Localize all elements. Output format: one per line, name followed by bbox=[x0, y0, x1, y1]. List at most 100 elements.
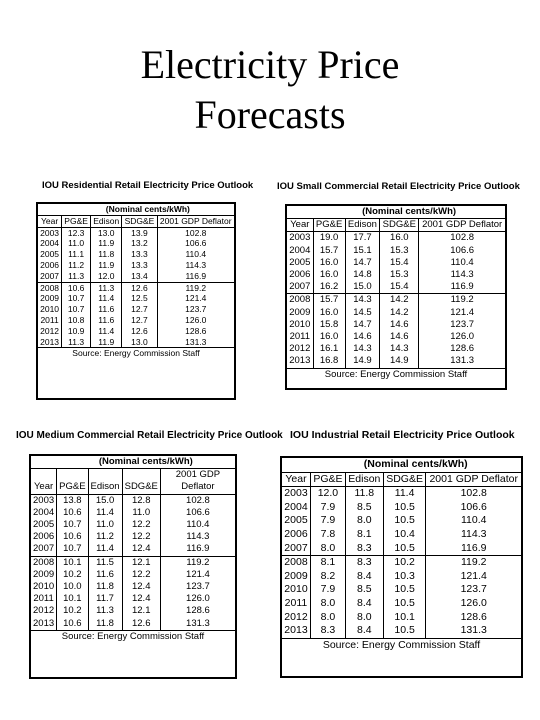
table-row: 2005 7.9 8.0 10.5 110.4 bbox=[282, 514, 521, 528]
industrial-table: (Nominal cents/kWh) Year PG&E Edison SDG&E 20… bbox=[280, 456, 523, 678]
page-title-line2: Forecasts bbox=[194, 92, 346, 137]
table-row: 2006 10.6 11.2 12.2 114.3 bbox=[31, 531, 235, 544]
value-cell: 14.2 bbox=[379, 306, 419, 319]
unit-label: (Nominal cents/kWh) bbox=[310, 458, 521, 473]
value-cell: 13.0 bbox=[121, 336, 158, 348]
value-cell: 126.0 bbox=[156, 314, 234, 326]
value-cell: 8.1 bbox=[309, 555, 346, 570]
table-row: 2009 16.0 14.5 14.2 121.4 bbox=[287, 306, 505, 319]
value-cell: 10.0 bbox=[56, 581, 89, 594]
value-cell: 15.3 bbox=[379, 244, 419, 257]
value-cell: 15.0 bbox=[344, 281, 380, 294]
value-cell: 12.5 bbox=[121, 293, 158, 305]
value-cell: 14.3 bbox=[344, 293, 380, 307]
value-cell: 10.4 bbox=[382, 527, 426, 542]
value-cell: 106.6 bbox=[418, 244, 505, 257]
table-row: 2005 16.0 14.7 15.4 110.4 bbox=[287, 256, 505, 270]
value-cell: 8.5 bbox=[344, 583, 384, 597]
table-row: 2007 16.2 15.0 15.4 116.9 bbox=[287, 281, 505, 294]
value-cell: 16.1 bbox=[312, 343, 346, 356]
column-header: PG&E bbox=[312, 218, 346, 233]
value-cell: 11.4 bbox=[382, 486, 426, 501]
value-cell: 119.2 bbox=[156, 281, 234, 294]
value-cell: 10.6 bbox=[56, 506, 89, 520]
value-cell: 10.6 bbox=[61, 281, 91, 294]
value-cell: 15.4 bbox=[379, 256, 419, 270]
table-row: 2005 10.7 11.0 12.2 110.4 bbox=[31, 519, 235, 532]
header-row: Year PG&E Edison SDG&E 2001 GDP Deflator bbox=[287, 218, 505, 233]
value-cell: 10.7 bbox=[56, 543, 89, 557]
column-header: SDG&E bbox=[121, 215, 158, 228]
column-header: Edison bbox=[90, 215, 122, 228]
value-cell: 12.0 bbox=[309, 486, 346, 501]
year-cell: 2006 bbox=[40, 259, 60, 270]
table-row: 2012 10.9 11.4 12.6 128.6 bbox=[38, 325, 234, 337]
table-row: 2011 10.1 11.7 12.4 126.0 bbox=[31, 593, 235, 606]
table-row: 2013 11.3 11.9 13.0 131.3 bbox=[38, 336, 234, 348]
value-cell: 12.2 bbox=[121, 531, 161, 544]
year-cell: 2003 bbox=[284, 487, 308, 500]
table-row: 2009 10.7 11.4 12.5 121.4 bbox=[38, 293, 234, 305]
table-row: 2004 11.0 11.9 13.2 106.6 bbox=[38, 238, 234, 250]
year-cell: 2004 bbox=[284, 500, 308, 513]
value-cell: 12.6 bbox=[121, 281, 158, 294]
value-cell: 8.2 bbox=[309, 569, 346, 584]
value-cell: 10.9 bbox=[61, 325, 91, 337]
unit-label: (Nominal cents/kWh) bbox=[313, 206, 505, 220]
value-cell: 12.2 bbox=[121, 568, 161, 582]
year-cell: 2005 bbox=[33, 519, 55, 531]
table-row: 2003 12.3 13.0 13.9 102.8 bbox=[38, 227, 234, 239]
unit-label: (Nominal cents/kWh) bbox=[56, 456, 235, 470]
value-cell: 126.0 bbox=[425, 596, 521, 611]
page-title-line1: Electricity Price bbox=[140, 42, 400, 87]
value-cell: 110.4 bbox=[418, 256, 505, 270]
medium-commercial-table-title: IOU Medium Commercial Retail Electricity… bbox=[16, 430, 283, 441]
value-cell: 12.1 bbox=[121, 605, 161, 618]
value-cell: 10.5 bbox=[382, 514, 426, 528]
value-cell: 8.0 bbox=[309, 596, 346, 611]
value-cell: 102.8 bbox=[156, 227, 234, 239]
value-cell: 12.4 bbox=[121, 543, 161, 557]
value-cell: 106.6 bbox=[425, 500, 521, 515]
value-cell: 11.3 bbox=[90, 281, 122, 294]
value-cell: 15.7 bbox=[312, 293, 346, 307]
value-cell: 15.8 bbox=[312, 318, 346, 332]
column-header: Edison bbox=[87, 468, 123, 495]
value-cell: 11.5 bbox=[87, 555, 123, 569]
value-cell: 16.0 bbox=[312, 269, 346, 282]
value-cell: 8.4 bbox=[344, 596, 384, 611]
unit-label: (Nominal cents/kWh) bbox=[61, 204, 234, 216]
value-cell: 14.5 bbox=[344, 306, 380, 319]
value-cell: 8.3 bbox=[344, 541, 384, 556]
value-cell: 14.6 bbox=[379, 331, 419, 344]
value-cell: 11.3 bbox=[61, 336, 91, 348]
year-cell: 2009 bbox=[284, 569, 308, 582]
unit-row: (Nominal cents/kWh) bbox=[282, 458, 521, 473]
value-cell: 126.0 bbox=[418, 331, 505, 344]
value-cell: 119.2 bbox=[425, 555, 521, 570]
value-cell: 10.2 bbox=[56, 605, 89, 618]
value-cell: 14.9 bbox=[379, 355, 419, 369]
value-cell: 10.1 bbox=[56, 555, 89, 569]
value-cell: 16.0 bbox=[312, 331, 346, 344]
year-cell: 2013 bbox=[289, 355, 311, 367]
year-cell: 2004 bbox=[33, 506, 55, 518]
value-cell: 11.8 bbox=[87, 581, 123, 594]
residential-table: (Nominal cents/kWh) Year PG&E Edison SDG&E 20… bbox=[36, 202, 236, 400]
value-cell: 11.4 bbox=[90, 293, 122, 305]
year-cell: 2004 bbox=[289, 244, 311, 256]
table-row: 2006 7.8 8.1 10.4 114.3 bbox=[282, 527, 521, 542]
value-cell: 14.6 bbox=[344, 331, 380, 344]
value-cell: 7.9 bbox=[309, 500, 346, 515]
value-cell: 131.3 bbox=[156, 336, 234, 348]
value-cell: 10.5 bbox=[382, 500, 426, 515]
value-cell: 11.2 bbox=[87, 531, 123, 544]
value-cell: 131.3 bbox=[159, 617, 235, 631]
value-cell: 10.7 bbox=[61, 304, 91, 315]
value-cell: 110.4 bbox=[159, 519, 235, 532]
value-cell: 8.1 bbox=[344, 527, 384, 542]
column-header: Year bbox=[38, 215, 62, 228]
year-cell: 2010 bbox=[33, 581, 55, 593]
table-row: 2007 11.3 12.0 13.4 116.9 bbox=[38, 270, 234, 283]
value-cell: 14.7 bbox=[344, 318, 380, 332]
